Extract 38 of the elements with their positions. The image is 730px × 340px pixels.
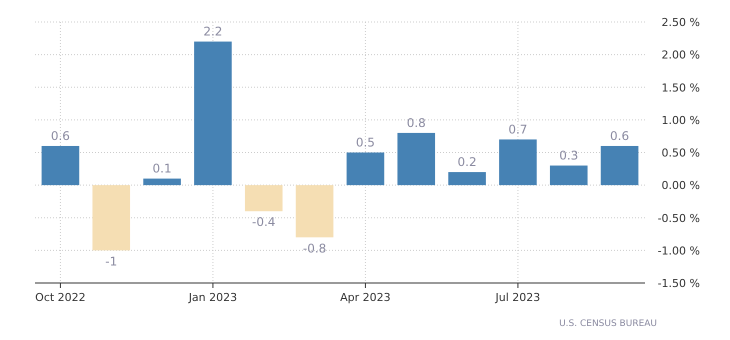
bar [600,146,638,186]
data-label: 0.6 [50,128,70,143]
bar [244,185,283,212]
bar [194,42,232,186]
bar [448,172,486,186]
y-tick-label: 0.00 % [662,179,700,192]
data-label: -0.4 [252,215,276,230]
bar [42,146,80,186]
y-tick-label: 1.00 % [662,114,700,127]
y-tick-label: 0.50 % [662,146,700,160]
data-label: 0.3 [559,148,578,163]
x-tick-label: Oct 2022 [35,291,86,304]
data-label: 0.5 [356,136,375,150]
data-label: 0.2 [458,155,477,170]
y-tick-label: -0.50 % [658,212,700,225]
bar [397,132,436,186]
data-label: -1 [105,254,118,268]
y-tick-label: -1.50 % [658,277,700,290]
y-tick-label: 2.00 % [662,48,700,62]
x-tick-label: Jan 2023 [188,291,238,304]
data-label: 0.1 [152,162,172,176]
x-tick-label: Apr 2023 [340,291,391,304]
bar [92,185,130,250]
bar [346,152,384,186]
data-label: 0.7 [508,122,528,136]
data-label: -0.8 [302,241,326,256]
bar [550,166,588,186]
data-label: 0.6 [610,128,630,143]
bar [143,178,181,186]
data-label: 0.8 [406,116,426,130]
y-tick-label: -1.00 % [658,244,700,258]
bar [499,139,537,186]
y-tick-label: 2.50 % [662,16,700,29]
text: U.S. CENSUS BUREAU [559,319,657,329]
data-label: 2.2 [203,24,222,39]
y-tick-label: 1.50 % [662,81,700,94]
x-tick-label: Jul 2023 [494,291,540,304]
bar [296,185,334,238]
